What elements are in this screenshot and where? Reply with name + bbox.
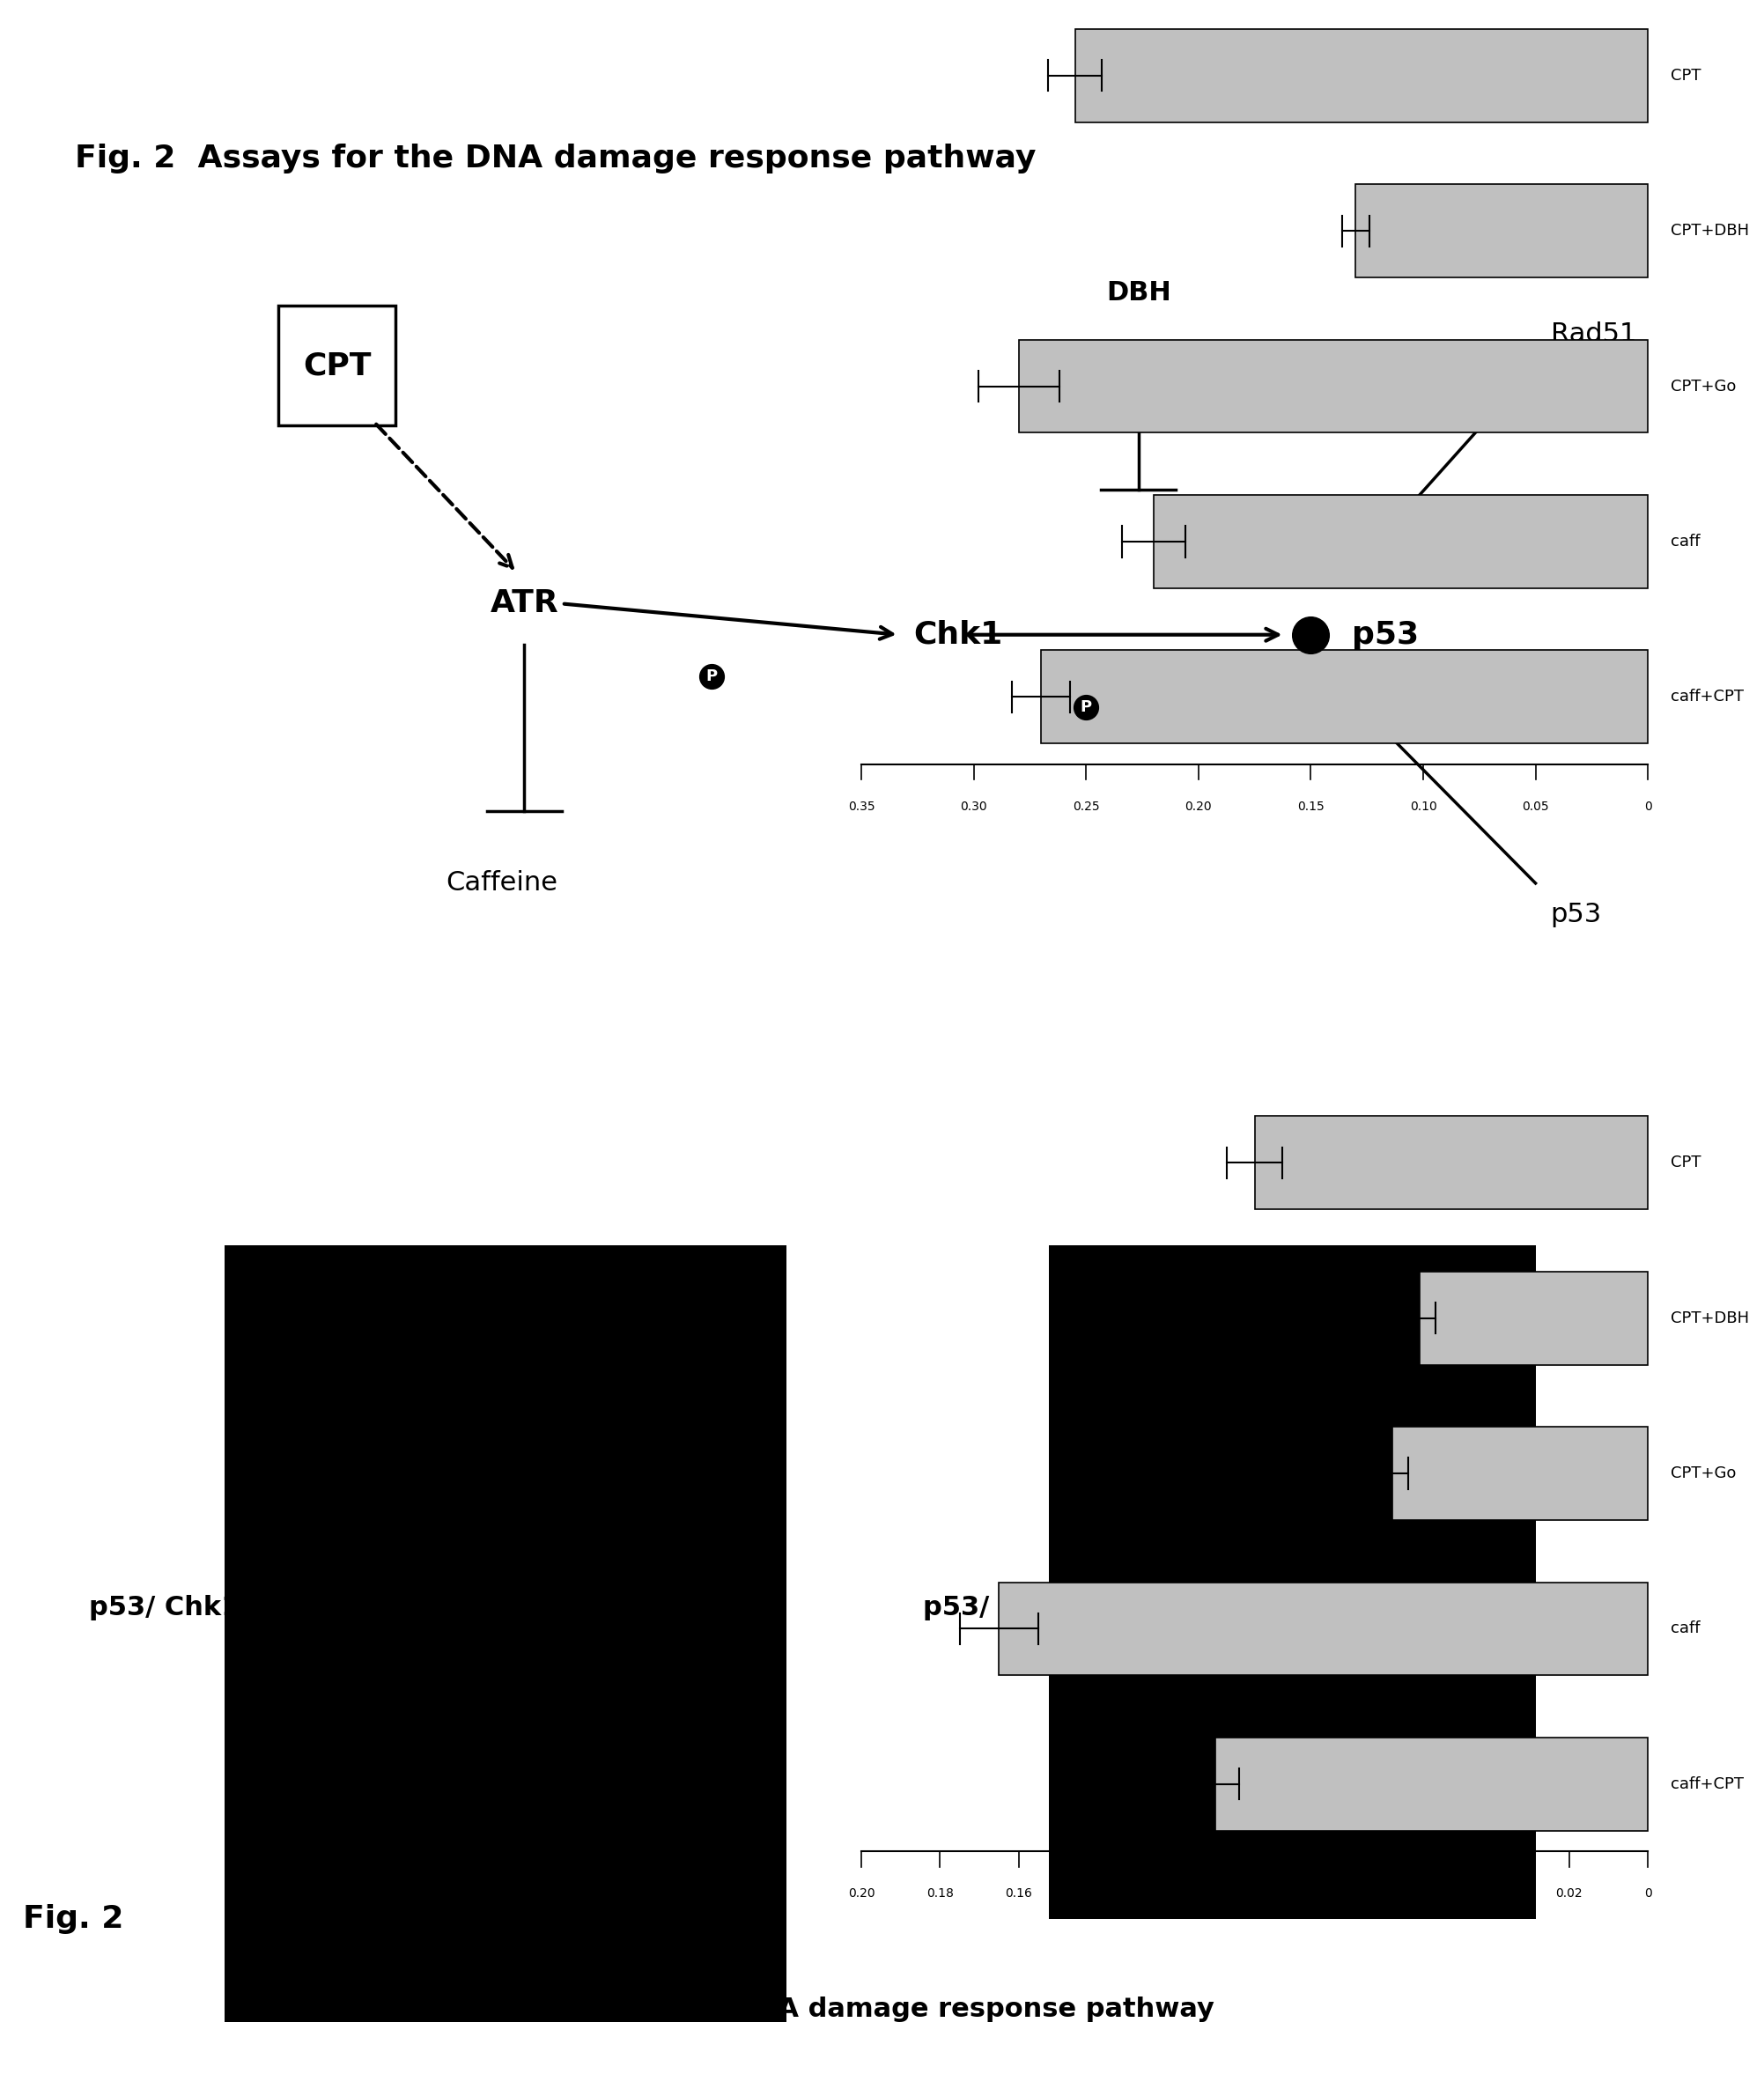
Text: CPT: CPT — [303, 351, 370, 380]
Text: 0.04: 0.04 — [1476, 1887, 1505, 1900]
Text: caff+CPT: caff+CPT — [1671, 689, 1743, 705]
Text: CPT: CPT — [1671, 68, 1700, 83]
Text: 0.02: 0.02 — [1556, 1887, 1582, 1900]
Text: p53: p53 — [1551, 902, 1602, 927]
Text: 0.20: 0.20 — [1185, 801, 1212, 813]
Text: 0.15: 0.15 — [1297, 801, 1325, 813]
FancyBboxPatch shape — [1041, 651, 1648, 742]
Text: CPT+Go: CPT+Go — [1671, 377, 1736, 394]
Text: 0.10: 0.10 — [1242, 1887, 1268, 1900]
Text: DBH: DBH — [1106, 280, 1171, 305]
Text: 0.20: 0.20 — [848, 1887, 875, 1900]
Text: caff: caff — [1671, 1622, 1700, 1636]
Text: CPT+Go: CPT+Go — [1671, 1466, 1736, 1481]
Text: CPT+DBH: CPT+DBH — [1671, 1311, 1748, 1325]
Text: Go6976: Go6976 — [1081, 363, 1196, 388]
Text: 0.16: 0.16 — [1005, 1887, 1032, 1900]
Text: Rad51: Rad51 — [1551, 321, 1637, 346]
Text: Assays for the DNA damage response pathway: Assays for the DNA damage response pathw… — [508, 1997, 1214, 2022]
FancyBboxPatch shape — [1254, 1116, 1648, 1209]
Text: Fig. 2  Assays for the DNA damage response pathway: Fig. 2 Assays for the DNA damage respons… — [74, 143, 1035, 174]
FancyBboxPatch shape — [998, 1582, 1648, 1676]
Text: p53/ Chk1: p53/ Chk1 — [90, 1595, 240, 1620]
FancyBboxPatch shape — [1074, 29, 1648, 122]
Text: caff: caff — [1671, 533, 1700, 550]
FancyBboxPatch shape — [1018, 340, 1648, 433]
Text: ATR: ATR — [490, 589, 559, 618]
FancyBboxPatch shape — [1048, 1246, 1535, 1918]
Text: p53: p53 — [1351, 620, 1418, 649]
Text: 0.05: 0.05 — [1522, 801, 1549, 813]
Text: 0: 0 — [1644, 801, 1651, 813]
Text: 0.18: 0.18 — [926, 1887, 954, 1900]
Text: Caffeine: Caffeine — [446, 871, 557, 896]
Text: p53/ p53: p53/ p53 — [923, 1595, 1055, 1620]
Text: 0.35: 0.35 — [848, 801, 875, 813]
FancyBboxPatch shape — [1215, 1738, 1648, 1831]
Text: 0.12: 0.12 — [1162, 1887, 1189, 1900]
Text: P: P — [1080, 699, 1092, 716]
Text: Fig. 2: Fig. 2 — [23, 1904, 123, 1933]
Text: 0.10: 0.10 — [1409, 801, 1436, 813]
Text: 0.08: 0.08 — [1319, 1887, 1348, 1900]
Text: 0.30: 0.30 — [960, 801, 988, 813]
FancyBboxPatch shape — [1392, 1427, 1648, 1520]
Text: 0.06: 0.06 — [1399, 1887, 1425, 1900]
FancyBboxPatch shape — [279, 305, 395, 425]
Text: caff+CPT: caff+CPT — [1671, 1775, 1743, 1792]
Text: Chk1: Chk1 — [914, 620, 1004, 649]
FancyBboxPatch shape — [1420, 1271, 1648, 1365]
Text: CPT: CPT — [1671, 1155, 1700, 1170]
Text: 0: 0 — [1644, 1887, 1651, 1900]
Text: CPT+DBH: CPT+DBH — [1671, 224, 1748, 239]
Text: 0.25: 0.25 — [1073, 801, 1099, 813]
FancyBboxPatch shape — [1154, 496, 1648, 589]
Text: P: P — [706, 668, 718, 684]
Text: 0.14: 0.14 — [1083, 1887, 1111, 1900]
FancyBboxPatch shape — [224, 1246, 787, 2022]
FancyBboxPatch shape — [1357, 185, 1648, 278]
